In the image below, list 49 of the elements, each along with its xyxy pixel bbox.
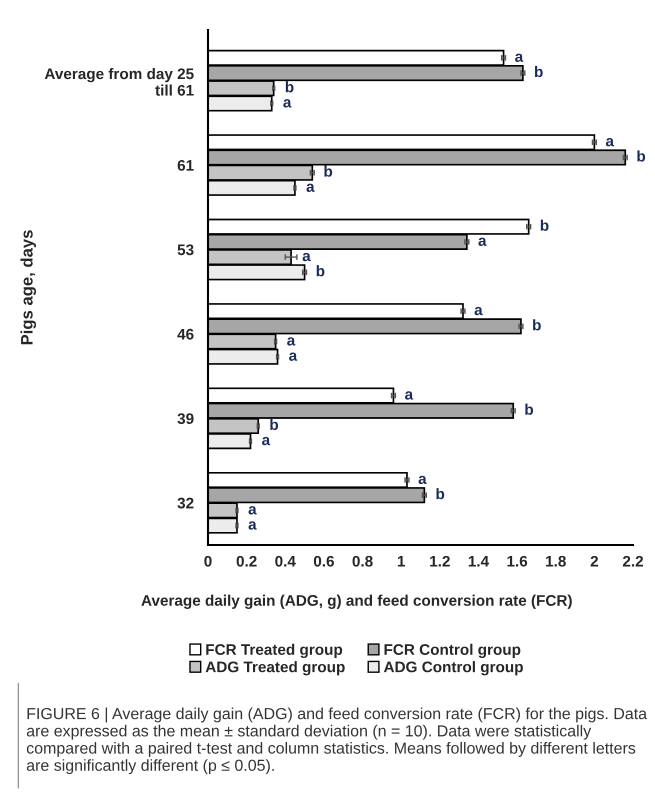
x-tick-label: 1.8	[546, 556, 566, 567]
data-label: a	[262, 436, 270, 446]
y-axis-title: Pigs age, days	[20, 230, 36, 344]
data-label: a	[474, 306, 483, 316]
x-tick-label: 0.6	[314, 556, 334, 567]
data-label: b	[324, 166, 332, 177]
legend-label: ADG Control group	[384, 661, 523, 676]
legend-label: FCR Treated group	[206, 644, 342, 658]
data-label: a	[515, 54, 524, 62]
data-label: b	[540, 220, 548, 231]
y-tick-label: Average from day 25 till 61	[44, 68, 194, 96]
data-label: b	[535, 66, 543, 78]
data-label: a	[289, 352, 298, 361]
data-label: a	[283, 99, 292, 108]
data-label: a	[478, 238, 487, 246]
data-label: a	[306, 184, 315, 192]
x-tick-label: 2	[590, 556, 598, 566]
data-label: a	[287, 337, 296, 346]
x-tick-label: 0	[204, 556, 212, 567]
x-tick-label: 0.4	[275, 556, 296, 567]
data-label: a	[248, 521, 257, 530]
data-label: a	[405, 391, 414, 400]
x-tick-label: 0.8	[352, 556, 373, 567]
y-tick-label: 39	[177, 413, 194, 424]
y-tick-label: 46	[177, 328, 194, 340]
x-axis-title: Average daily gain (ADG, g) and feed conversion rate (FCR)	[141, 594, 572, 609]
x-tick-label: 1.2	[430, 556, 450, 566]
data-label: b	[316, 265, 324, 276]
x-tick-label: 1	[398, 556, 406, 566]
x-tick-label: 1.6	[507, 556, 528, 567]
caption: FIGURE 6 | Average daily gain (ADG) and feed conversion rate (FCR) for the pigs. Data are expressed as the mean ± standard deviation (n = 10). Data were statistically compared with a paired t-test and column statistics. Means followed by different letters are significantly different (p ≤ 0.05).	[26, 708, 648, 774]
legend-label: ADG Treated group	[206, 661, 345, 676]
x-tick-label: 0.2	[236, 556, 257, 567]
y-tick-label: 61	[178, 160, 194, 171]
data-label: b	[286, 81, 294, 92]
data-label: a	[248, 506, 257, 514]
y-tick-label: 32	[177, 498, 194, 508]
y-tick-label: 53	[178, 244, 194, 256]
data-label: b	[270, 418, 278, 430]
legend-label: FCR Control group	[384, 644, 520, 658]
x-tick-label: 2.2	[622, 556, 644, 566]
data-label: a	[418, 476, 427, 484]
data-label: b	[436, 488, 444, 500]
data-label: b	[525, 404, 534, 415]
data-label: b	[533, 319, 541, 330]
x-tick-label: 1.4	[468, 556, 489, 566]
data-label: a	[606, 138, 614, 146]
data-label: b	[637, 150, 646, 162]
data-label: a	[302, 252, 311, 262]
